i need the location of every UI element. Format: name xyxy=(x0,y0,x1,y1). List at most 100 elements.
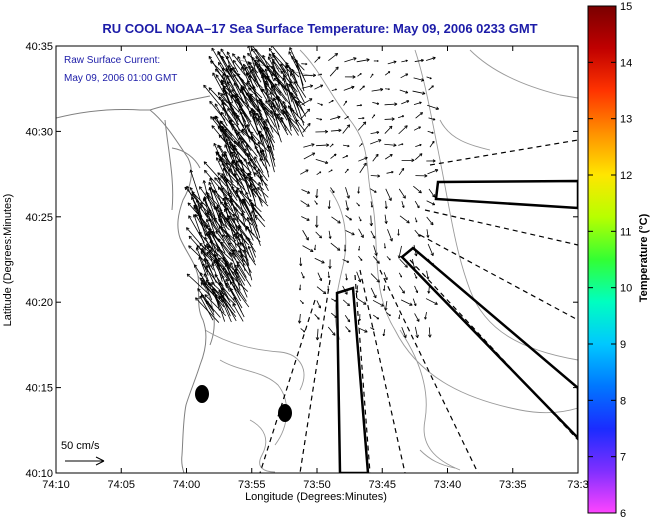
colorbar-tick-label: 8 xyxy=(620,395,626,407)
current-vector-head xyxy=(206,251,210,254)
current-vector xyxy=(301,85,313,89)
current-vector xyxy=(229,195,245,216)
current-vector xyxy=(197,288,213,308)
current-vector-head xyxy=(393,145,397,147)
current-vector-head xyxy=(226,179,230,182)
current-vector-head xyxy=(390,126,393,130)
current-vector-head xyxy=(221,99,223,103)
current-vector xyxy=(356,297,367,305)
current-vector xyxy=(385,301,388,311)
current-vector-head xyxy=(227,81,231,84)
current-vector-head xyxy=(224,202,228,205)
current-vector-head xyxy=(285,65,289,68)
y-tick-label: 40:25 xyxy=(25,212,53,224)
current-vector-head xyxy=(249,94,253,98)
current-vector-head xyxy=(357,279,361,283)
current-vector xyxy=(414,313,420,322)
current-vector xyxy=(251,188,269,207)
current-vector-head xyxy=(206,279,210,282)
current-vector-head xyxy=(393,60,397,62)
current-vector-head xyxy=(208,208,212,212)
colorbar-tick-label: 10 xyxy=(620,283,632,295)
current-vector xyxy=(233,82,245,104)
current-vector-head xyxy=(398,233,400,236)
current-vector xyxy=(208,232,220,262)
current-vector-head xyxy=(344,292,348,295)
current-vector xyxy=(385,200,387,209)
current-vector-head xyxy=(240,212,243,216)
current-vector-head xyxy=(277,95,281,98)
current-vector-head xyxy=(237,261,241,264)
current-vector-head xyxy=(224,128,226,132)
current-vector-head xyxy=(204,245,209,247)
current-vector xyxy=(371,88,384,92)
current-vector-head xyxy=(245,92,249,94)
coastline-path xyxy=(149,95,211,111)
current-vector-head xyxy=(424,174,428,177)
colorbar-tick-label: 12 xyxy=(620,170,632,182)
current-vector xyxy=(218,282,236,303)
current-vector xyxy=(213,287,220,311)
wedge-south xyxy=(335,286,370,473)
current-vector-head xyxy=(377,102,380,105)
current-vector xyxy=(220,175,238,201)
current-vector-head xyxy=(237,141,241,144)
current-vector-head xyxy=(364,301,367,305)
current-vector-head xyxy=(314,224,318,228)
current-vector xyxy=(370,201,373,208)
current-vector-head xyxy=(284,65,287,69)
current-vector xyxy=(193,214,206,247)
current-vector-head xyxy=(238,159,243,161)
current-vector-head xyxy=(388,125,393,128)
beam-line xyxy=(354,274,371,473)
current-vector xyxy=(370,175,380,177)
current-vector xyxy=(384,71,391,76)
current-vector-head xyxy=(335,66,339,69)
current-vector xyxy=(386,171,394,174)
current-vector-head xyxy=(404,125,408,127)
current-vector-head xyxy=(251,210,253,214)
current-vector xyxy=(358,157,368,162)
current-vector-head xyxy=(326,144,330,147)
current-vector-head xyxy=(240,87,242,91)
current-vector-head xyxy=(222,67,226,71)
current-vector-head xyxy=(431,140,435,143)
current-vector-head xyxy=(359,318,362,321)
current-vector-head xyxy=(345,207,349,211)
current-vector xyxy=(358,255,363,261)
current-vector-head xyxy=(224,178,226,182)
current-vector-head xyxy=(378,260,380,264)
current-vector xyxy=(314,314,320,320)
current-vector-head xyxy=(271,52,274,56)
current-vector-head xyxy=(252,85,254,89)
current-vector-head xyxy=(206,191,209,195)
current-vector-head xyxy=(186,185,190,189)
current-vector-head xyxy=(243,249,247,253)
current-vector-head xyxy=(411,159,415,163)
current-vector-head xyxy=(353,57,357,59)
current-vector-head xyxy=(236,160,240,163)
current-vector-head xyxy=(218,282,222,284)
current-vector xyxy=(299,257,302,266)
current-vector xyxy=(199,206,218,232)
current-vector xyxy=(226,197,239,211)
current-vector-head xyxy=(226,197,230,200)
current-vector xyxy=(274,112,280,131)
current-vector xyxy=(203,161,227,187)
current-vector-head xyxy=(218,226,221,230)
current-vector-head xyxy=(290,73,294,76)
current-vector-head xyxy=(217,92,220,96)
current-vector xyxy=(220,211,236,233)
current-vector-head xyxy=(248,65,252,69)
current-vector-head xyxy=(210,116,212,120)
current-vector xyxy=(204,294,227,317)
current-vector xyxy=(370,273,380,283)
current-vector-head xyxy=(226,215,229,219)
current-vector-head xyxy=(282,101,284,105)
current-vector xyxy=(358,117,365,120)
current-vector-head xyxy=(250,108,254,112)
current-vector-head xyxy=(230,107,233,111)
current-vector-head xyxy=(268,99,272,103)
current-vector-head xyxy=(364,121,367,125)
current-vector-head xyxy=(247,52,251,55)
